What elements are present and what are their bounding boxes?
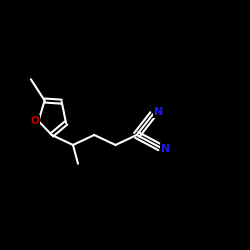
- Text: N: N: [161, 144, 170, 154]
- Text: O: O: [30, 116, 39, 126]
- Text: N: N: [154, 107, 163, 117]
